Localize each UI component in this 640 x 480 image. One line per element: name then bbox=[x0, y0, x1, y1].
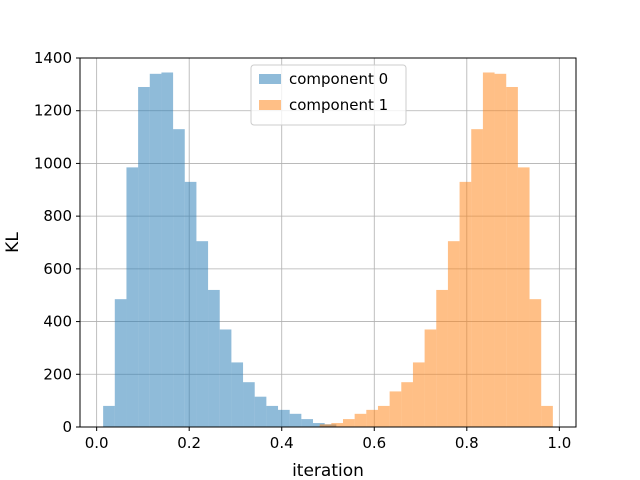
legend: component 0 component 1 bbox=[250, 64, 407, 126]
histogram-bar bbox=[459, 181, 472, 427]
y-tick-label: 1200 bbox=[34, 102, 72, 120]
histogram-bar bbox=[138, 86, 150, 427]
y-axis: 0 200 400 600 800 1000 1200 1400 bbox=[34, 49, 80, 436]
histogram-bar bbox=[342, 419, 355, 427]
histogram-bar bbox=[243, 382, 255, 427]
y-tick-label: 1400 bbox=[34, 49, 72, 67]
series-0-bars bbox=[103, 72, 337, 428]
series-1-bars bbox=[319, 72, 553, 428]
histogram-bar bbox=[529, 299, 542, 427]
histogram-bar bbox=[173, 129, 185, 427]
x-tick-label: 0.6 bbox=[362, 434, 386, 452]
histogram-bar bbox=[219, 329, 232, 427]
histogram-bar bbox=[208, 289, 220, 427]
y-tick-label: 0 bbox=[62, 418, 72, 436]
histogram-bar bbox=[366, 409, 378, 427]
histogram-bar bbox=[196, 241, 209, 427]
histogram-bar bbox=[506, 86, 518, 427]
histogram-bar bbox=[301, 419, 314, 427]
histogram-bar bbox=[254, 396, 267, 427]
histogram-bar bbox=[278, 409, 290, 427]
y-tick-label: 600 bbox=[43, 260, 72, 278]
legend-swatch bbox=[259, 100, 281, 110]
x-tick-label: 0.8 bbox=[455, 434, 479, 452]
histogram-bar bbox=[313, 423, 325, 427]
x-tick-label: 0.2 bbox=[177, 434, 201, 452]
histogram-bar bbox=[114, 299, 127, 427]
legend-label: component 1 bbox=[289, 96, 388, 114]
histogram-bar bbox=[266, 405, 279, 427]
histogram-bar bbox=[331, 423, 343, 427]
histogram-bar bbox=[424, 329, 437, 427]
x-tick-label: 0.4 bbox=[270, 434, 294, 452]
histogram-bar bbox=[494, 73, 507, 428]
x-tick-label: 1.0 bbox=[547, 434, 571, 452]
y-tick-label: 800 bbox=[43, 207, 72, 225]
histogram-bar bbox=[149, 73, 162, 428]
histogram-bar bbox=[436, 289, 448, 427]
y-tick-label: 400 bbox=[43, 313, 72, 331]
histogram-bar bbox=[541, 405, 553, 427]
histogram-bars bbox=[103, 72, 553, 428]
y-axis-label: KL bbox=[3, 232, 23, 253]
histogram-bar bbox=[401, 382, 413, 427]
histogram-bar bbox=[482, 72, 495, 427]
histogram-bar bbox=[319, 424, 332, 427]
histogram-bar bbox=[289, 413, 302, 427]
histogram-bar bbox=[389, 391, 402, 427]
histogram-bar bbox=[377, 405, 390, 427]
plot-frame bbox=[79, 57, 577, 428]
histogram-bar bbox=[126, 167, 139, 427]
y-tick-label: 200 bbox=[43, 365, 72, 383]
histogram-bar bbox=[231, 362, 244, 427]
histogram-bar bbox=[103, 405, 115, 427]
histogram-bar bbox=[354, 413, 367, 427]
histogram-bar bbox=[447, 241, 460, 427]
legend-label: component 0 bbox=[289, 70, 388, 88]
legend-box bbox=[250, 64, 407, 126]
histogram-bar bbox=[161, 72, 174, 427]
x-axis-label: iteration bbox=[292, 461, 364, 480]
x-tick-label: 0.0 bbox=[85, 434, 109, 452]
histogram-bar bbox=[412, 362, 425, 427]
y-tick-label: 1000 bbox=[34, 154, 72, 172]
x-axis: 0.0 0.2 0.4 0.6 0.8 1.0 bbox=[85, 427, 571, 452]
histogram-bar bbox=[184, 181, 197, 427]
histogram-bar bbox=[471, 129, 483, 427]
legend-swatch bbox=[259, 74, 281, 84]
histogram-bar bbox=[517, 167, 530, 427]
